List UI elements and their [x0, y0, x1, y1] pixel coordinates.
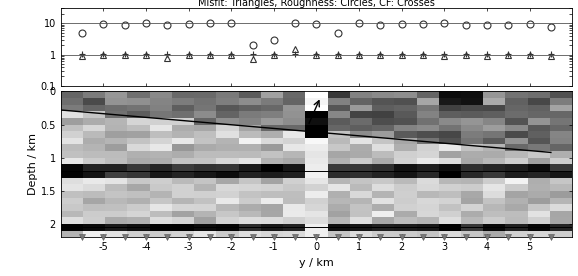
X-axis label: y / km: y / km [299, 258, 334, 268]
Y-axis label: Depth / km: Depth / km [28, 133, 38, 195]
Title: Misfit: Triangles, Roughness: Circles, CF: Crosses: Misfit: Triangles, Roughness: Circles, C… [198, 0, 435, 7]
